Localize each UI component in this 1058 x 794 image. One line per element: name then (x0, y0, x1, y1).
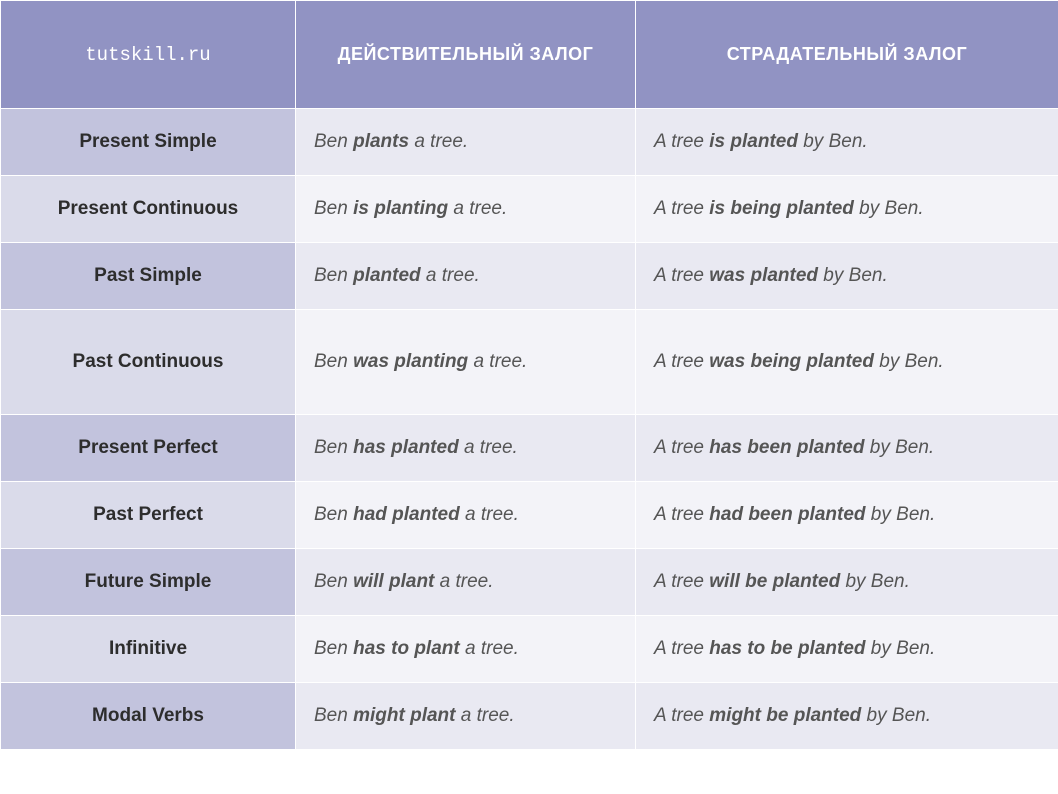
passive-voice-example: A tree has been planted by Ben. (636, 415, 1058, 482)
passive-voice-example: A tree might be planted by Ben. (636, 683, 1058, 750)
site-name-cell: tutskill.ru (1, 1, 296, 109)
table-header-row: tutskill.ru ДЕЙСТВИТЕЛЬНЫЙ ЗАЛОГ СТРАДАТ… (1, 1, 1058, 109)
table-row: Present SimpleBen plants a tree.A tree i… (1, 109, 1058, 176)
active-voice-example: Ben planted a tree. (296, 243, 636, 310)
grammar-voice-table: tutskill.ru ДЕЙСТВИТЕЛЬНЫЙ ЗАЛОГ СТРАДАТ… (0, 0, 1058, 750)
table-row: Past ContinuousBen was planting a tree.A… (1, 310, 1058, 415)
passive-voice-example: A tree will be planted by Ben. (636, 549, 1058, 616)
tense-label: Past Perfect (1, 482, 296, 549)
table-row: Past PerfectBen had planted a tree.A tre… (1, 482, 1058, 549)
passive-voice-example: A tree is being planted by Ben. (636, 176, 1058, 243)
tense-label: Modal Verbs (1, 683, 296, 750)
table-row: Future SimpleBen will plant a tree.A tre… (1, 549, 1058, 616)
tense-label: Present Simple (1, 109, 296, 176)
passive-voice-example: A tree is planted by Ben. (636, 109, 1058, 176)
table-body: Present SimpleBen plants a tree.A tree i… (1, 109, 1058, 750)
table-row: Modal VerbsBen might plant a tree.A tree… (1, 683, 1058, 750)
tense-label: Infinitive (1, 616, 296, 683)
table-row: Present PerfectBen has planted a tree.A … (1, 415, 1058, 482)
active-voice-example: Ben plants a tree. (296, 109, 636, 176)
table-row: Past SimpleBen planted a tree.A tree was… (1, 243, 1058, 310)
active-voice-example: Ben will plant a tree. (296, 549, 636, 616)
active-voice-example: Ben was planting a tree. (296, 310, 636, 415)
passive-voice-example: A tree has to be planted by Ben. (636, 616, 1058, 683)
tense-label: Present Continuous (1, 176, 296, 243)
table-row: Present ContinuousBen is planting a tree… (1, 176, 1058, 243)
site-name: tutskill.ru (85, 44, 210, 66)
tense-label: Past Continuous (1, 310, 296, 415)
active-voice-example: Ben has to plant a tree. (296, 616, 636, 683)
tense-label: Future Simple (1, 549, 296, 616)
column-header-active: ДЕЙСТВИТЕЛЬНЫЙ ЗАЛОГ (296, 1, 636, 109)
tense-label: Present Perfect (1, 415, 296, 482)
active-voice-example: Ben had planted a tree. (296, 482, 636, 549)
active-voice-example: Ben might plant a tree. (296, 683, 636, 750)
table-row: InfinitiveBen has to plant a tree.A tree… (1, 616, 1058, 683)
tense-label: Past Simple (1, 243, 296, 310)
column-header-passive: СТРАДАТЕЛЬНЫЙ ЗАЛОГ (636, 1, 1058, 109)
passive-voice-example: A tree had been planted by Ben. (636, 482, 1058, 549)
active-voice-example: Ben has planted a tree. (296, 415, 636, 482)
passive-voice-example: A tree was being planted by Ben. (636, 310, 1058, 415)
passive-voice-example: A tree was planted by Ben. (636, 243, 1058, 310)
active-voice-example: Ben is planting a tree. (296, 176, 636, 243)
